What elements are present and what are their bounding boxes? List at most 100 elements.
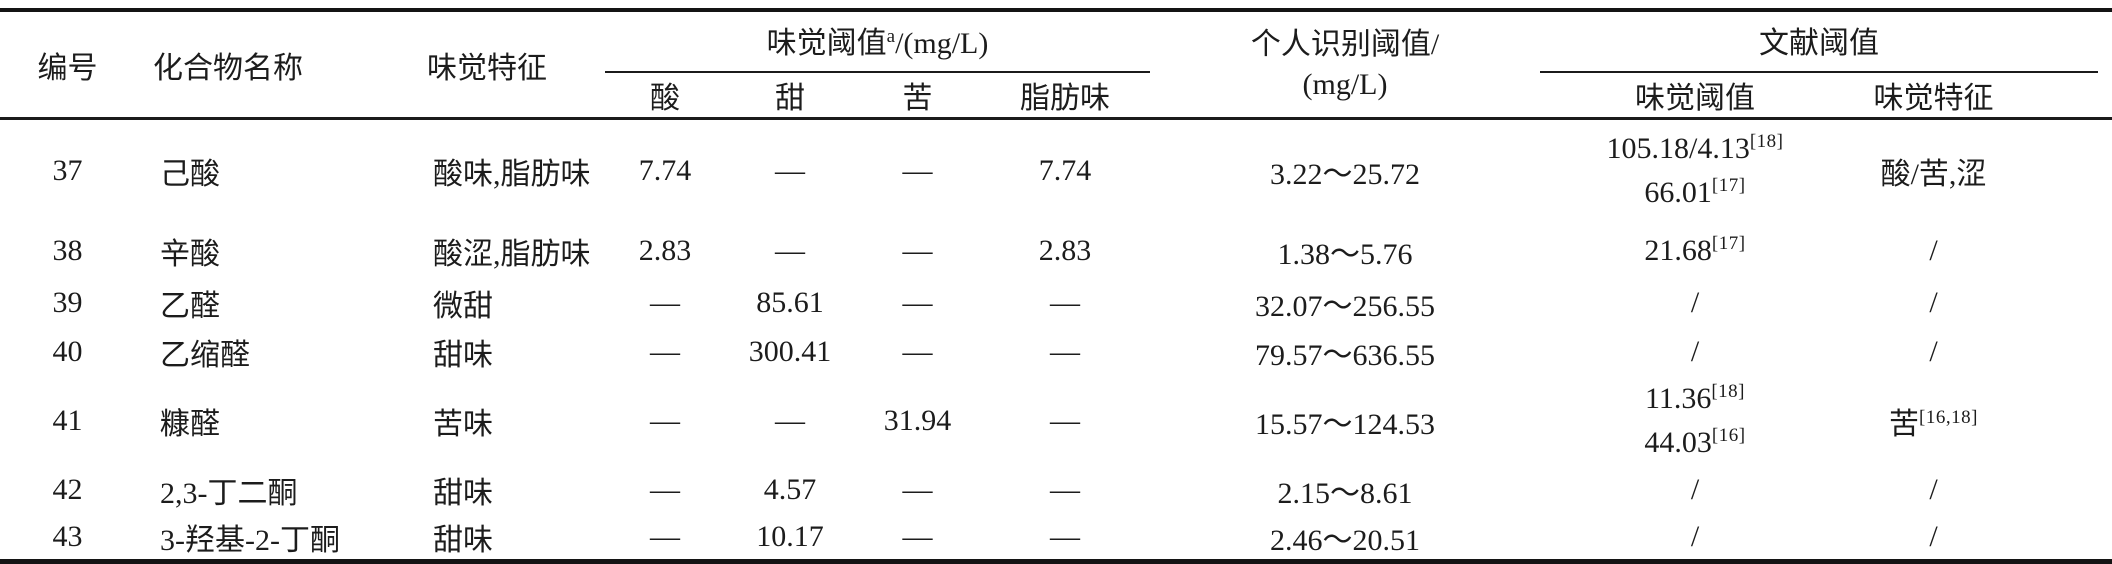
literature-profile-value: 酸/苦,涩 (1880, 158, 1987, 192)
header-taste-profile: 味觉特征 (427, 51, 547, 85)
personal-threshold-line1: 个人识别阈值/ (1250, 27, 1440, 61)
taste-threshold-group-label: 味觉阈值a/(mg/L) (605, 12, 1150, 73)
cell-taste-profile: 甜味 (433, 338, 493, 372)
table-body: 37 己酸 酸味,脂肪味 7.74 — — 7.74 3.22～25.72 10… (0, 119, 2112, 562)
literature-value-line: 11.36[18] (1540, 377, 1850, 421)
cell-id: 39 (52, 285, 83, 319)
cell-bitter: — (902, 154, 933, 188)
cell-sweet: 10.17 (756, 519, 824, 553)
literature-value-line: 44.03[16] (1540, 421, 1850, 465)
cell-bitter: 31.94 (883, 403, 952, 437)
cell-sour: 7.74 (638, 154, 692, 188)
cell-id: 43 (52, 519, 83, 553)
cell-taste-profile: 酸味,脂肪味 (433, 158, 591, 192)
literature-value-line: 66.01[17] (1540, 171, 1850, 215)
cell-personal-threshold: 2.46～20.51 (1270, 523, 1420, 557)
cell-bitter: — (902, 334, 933, 368)
literature-group-label: 文献阈值 (1540, 12, 2098, 73)
cell-personal-threshold: 3.22～25.72 (1270, 158, 1420, 192)
cell-literature-threshold: / (1540, 465, 1850, 515)
cell-literature-threshold: / (1540, 515, 1850, 562)
literature-profile-value: / (1929, 285, 1938, 319)
cell-literature-profile: / (1850, 465, 2112, 515)
table-row-40: 40 乙缩醛 甜味 — 300.41 — — 79.57～636.55 / / (0, 327, 2112, 377)
cell-bitter: — (902, 233, 933, 267)
table-row-39: 39 乙醛 微甜 — 85.61 — — 32.07～256.55 / / (0, 279, 2112, 327)
cell-sour: — (650, 519, 680, 553)
table-row-37: 37 己酸 酸味,脂肪味 7.74 — — 7.74 3.22～25.72 10… (0, 119, 2112, 223)
cell-bitter: — (902, 285, 933, 319)
literature-group-text: 文献阈值 (1759, 27, 1879, 60)
cell-fatty: — (1050, 403, 1080, 437)
cell-compound: 2,3-丁二酮 (160, 476, 298, 510)
cell-literature-threshold: 21.68[17] (1540, 223, 1850, 279)
literature-profile-value: / (1929, 233, 1938, 267)
cell-personal-threshold: 15.57～124.53 (1255, 407, 1435, 441)
literature-value: 11.36 (1644, 381, 1712, 415)
cell-sweet: — (775, 233, 805, 267)
cell-sweet: 85.61 (756, 285, 824, 319)
cell-literature-profile: / (1850, 327, 2112, 377)
cell-compound: 乙醛 (160, 289, 220, 323)
cell-sweet: — (775, 403, 805, 437)
cell-compound: 辛酸 (160, 237, 220, 271)
cell-personal-threshold: 2.15～8.61 (1277, 476, 1413, 510)
literature-value: 44.03 (1644, 425, 1712, 459)
literature-value: / (1690, 519, 1700, 553)
cell-compound: 3-羟基-2-丁酮 (160, 523, 340, 557)
cell-personal-threshold: 79.57～636.55 (1255, 338, 1435, 372)
cell-sweet: — (775, 154, 805, 188)
cell-literature-threshold: 105.18/4.13[18] 66.01[17] (1540, 119, 1850, 223)
cell-sour: — (650, 403, 680, 437)
citation-ref: [16] (1711, 424, 1746, 446)
cell-taste-profile: 甜味 (433, 476, 493, 510)
cell-compound: 己酸 (160, 158, 220, 192)
taste-threshold-table: 编号 化合物名称 味觉特征 味觉阈值a/(mg/L) 个人识别阈值/ (mg/L… (0, 8, 2112, 564)
cell-sour: 2.83 (638, 233, 692, 267)
literature-value: 105.18/4.13 (1606, 132, 1750, 166)
header-taste-threshold-group: 味觉阈值a/(mg/L) (605, 10, 1150, 73)
cell-literature-profile: 酸/苦,涩 (1850, 119, 2112, 223)
header-personal-threshold: 个人识别阈值/ (mg/L) (1150, 10, 1540, 119)
cell-literature-profile: 苦[16,18] (1850, 377, 2112, 465)
literature-value: 66.01 (1644, 176, 1712, 210)
cell-personal-threshold: 32.07～256.55 (1255, 289, 1435, 323)
header-literature-profile: 味觉特征 (1873, 82, 1994, 115)
citation-ref: [17] (1711, 175, 1746, 197)
cell-literature-threshold: 11.36[18] 44.03[16] (1540, 377, 1850, 465)
citation-ref: [17] (1711, 232, 1746, 254)
cell-fatty: — (1050, 472, 1080, 506)
cell-fatty: — (1050, 519, 1080, 553)
cell-taste-profile: 甜味 (433, 523, 493, 557)
cell-id: 40 (52, 334, 83, 368)
literature-profile-value: / (1929, 519, 1938, 553)
header-sub-sour: 酸 (650, 82, 680, 115)
header-sub-bitter: 苦 (902, 82, 933, 115)
header-literature-group: 文献阈值 (1540, 10, 2112, 73)
group-unit-text: /(mg/L) (895, 27, 989, 60)
header-row-groups: 编号 化合物名称 味觉特征 味觉阈值a/(mg/L) 个人识别阈值/ (mg/L… (0, 10, 2112, 101)
cell-bitter: — (902, 472, 933, 506)
literature-value: / (1690, 472, 1700, 506)
literature-profile-value: 苦 (1889, 407, 1920, 441)
header-compound: 化合物名称 (153, 51, 303, 85)
header-sub-sweet: 甜 (775, 82, 805, 115)
cell-compound: 糠醛 (160, 407, 220, 441)
table-row-43: 43 3-羟基-2-丁酮 甜味 — 10.17 — — 2.46～20.51 /… (0, 515, 2112, 562)
cell-sour: — (650, 472, 680, 506)
cell-fatty: 7.74 (1038, 154, 1092, 188)
header-sub-fatty: 脂肪味 (1020, 82, 1110, 115)
cell-sour: — (650, 285, 680, 319)
cell-taste-profile: 苦味 (433, 407, 493, 441)
cell-fatty: — (1050, 285, 1080, 319)
cell-literature-threshold: / (1540, 279, 1850, 327)
literature-value: / (1690, 285, 1700, 319)
footnote-marker-a: a (886, 26, 896, 47)
cell-sweet: 4.57 (763, 472, 817, 506)
citation-ref: [18] (1749, 131, 1784, 153)
cell-taste-profile: 微甜 (433, 289, 493, 323)
cell-fatty: — (1050, 334, 1080, 368)
personal-threshold-line2: (mg/L) (1302, 67, 1388, 101)
table-row-38: 38 辛酸 酸涩,脂肪味 2.83 — — 2.83 1.38～5.76 21.… (0, 223, 2112, 279)
literature-value: / (1690, 334, 1700, 368)
